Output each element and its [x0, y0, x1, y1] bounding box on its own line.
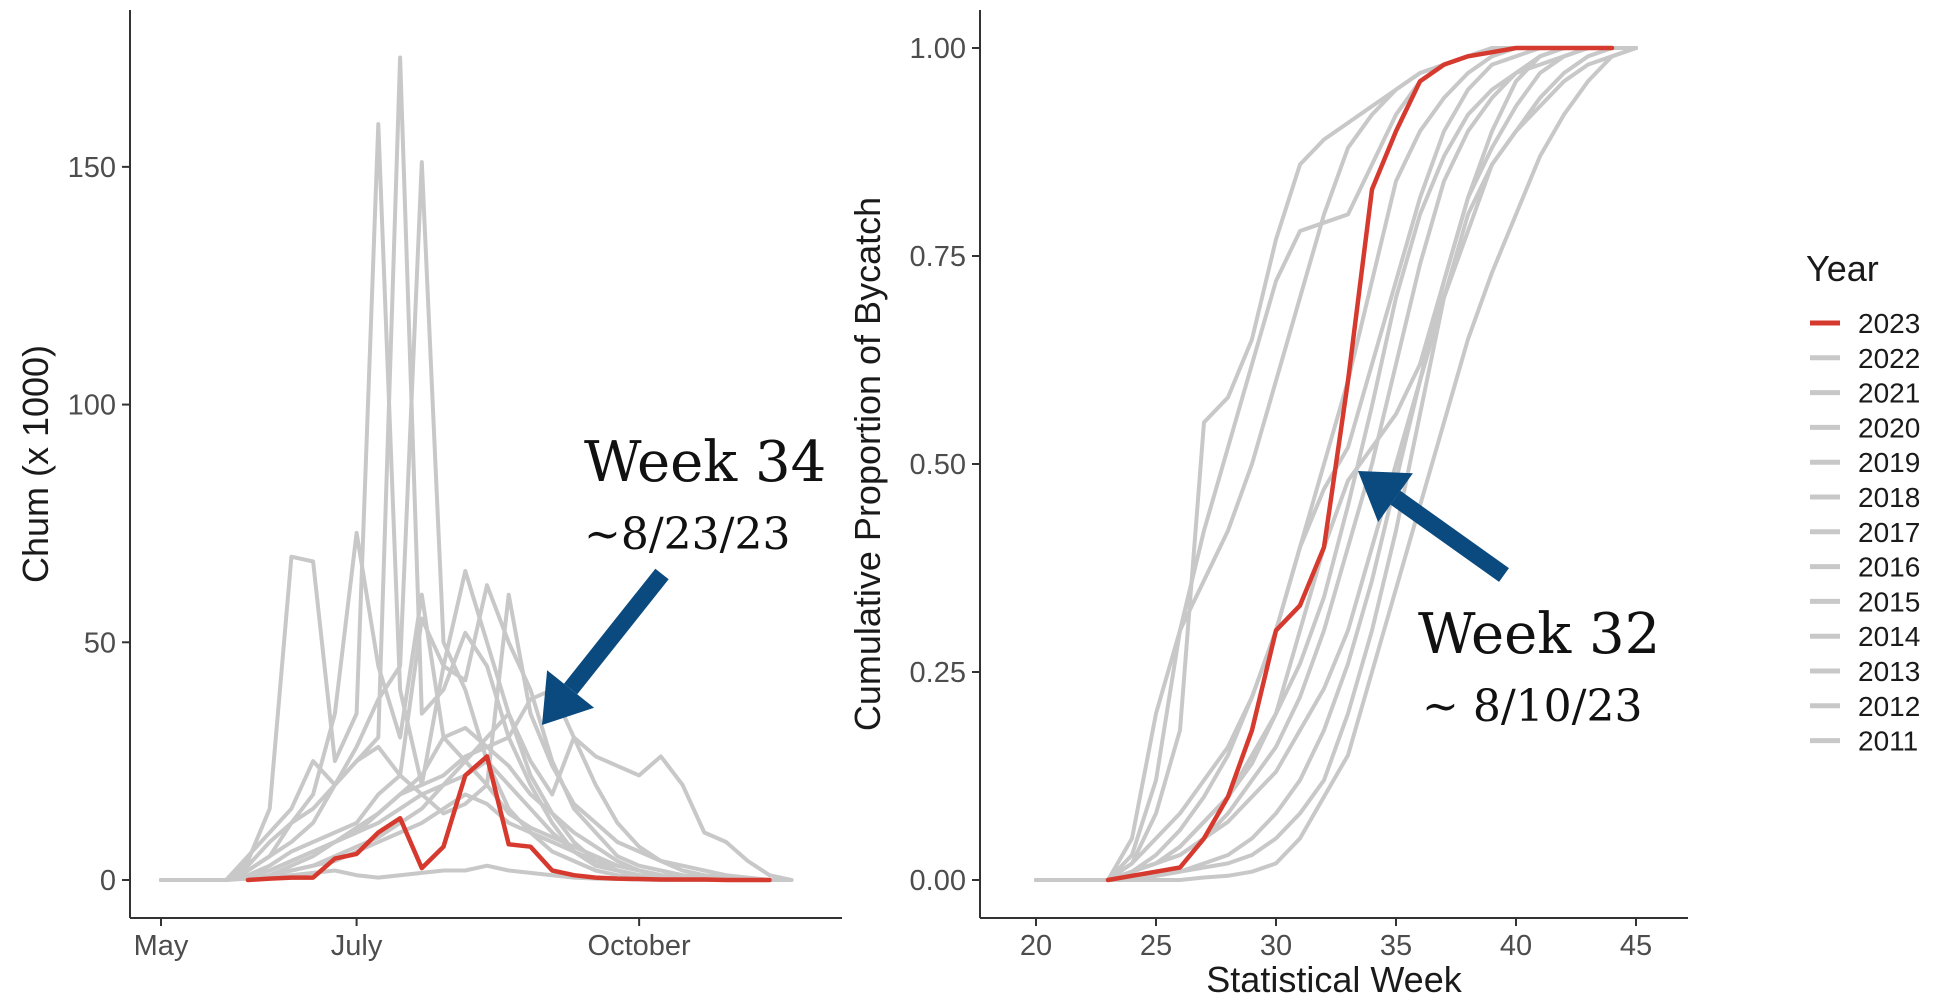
legend-label-2022: 2022: [1858, 343, 1920, 374]
annotation-date-8-10-23: ~ 8/10/23: [1422, 681, 1642, 732]
legend-label-2011: 2011: [1858, 726, 1918, 757]
series-line-2016: [159, 687, 794, 882]
weekly-chum-panel: 0 50 100 150 May July October Chum (x 1000): [15, 10, 842, 962]
y-axis-title: Chum (x 1000): [15, 345, 56, 583]
arrow-week-34: [542, 568, 669, 725]
y-tick-label: 0.50: [910, 449, 966, 481]
y-tick-label: 0: [100, 865, 116, 897]
legend-label-2016: 2016: [1858, 552, 1920, 583]
y-tick-label: 0.75: [910, 241, 966, 273]
legend-label-2019: 2019: [1858, 447, 1920, 478]
x-axis-title: Statistical Week: [1206, 959, 1462, 996]
series-line-2017: [159, 583, 794, 882]
legend-label-2014: 2014: [1858, 621, 1920, 652]
legend-label-2017: 2017: [1858, 517, 1920, 548]
annotations: Week 34 ~8/23/23 Week 32 ~ 8/10/23: [542, 430, 1660, 732]
annotation-week-34: Week 34: [584, 430, 826, 495]
y-tick-label: 100: [68, 390, 116, 422]
annotation-date-8-23-23: ~8/23/23: [584, 509, 791, 560]
arrow-shaft: [1390, 490, 1509, 582]
x-tick-label: October: [588, 930, 691, 962]
x-tick-label: 20: [1020, 930, 1052, 962]
y-tick-label: 0.25: [910, 657, 966, 689]
x-tick-label: July: [331, 930, 383, 962]
annotation-week-32: Week 32: [1418, 602, 1660, 667]
series-line-2014: [1034, 46, 1638, 882]
series-line-2012: [1034, 46, 1638, 882]
x-tick-label: 45: [1620, 930, 1652, 962]
arrow-week-32: [1358, 471, 1509, 582]
series-group: [159, 55, 794, 883]
y-tick-label: 1.00: [910, 33, 966, 65]
y-tick-label: 0.00: [910, 865, 966, 897]
legend-label-2023: 2023: [1858, 308, 1920, 339]
series-line-2021: [159, 530, 794, 882]
legend-label-2012: 2012: [1858, 691, 1920, 722]
arrow-shaft: [563, 568, 669, 695]
x-tick-label: 35: [1380, 930, 1412, 962]
legend-label-2021: 2021: [1858, 378, 1920, 409]
legend-title: Year: [1806, 248, 1879, 289]
series-group: [1034, 45, 1638, 883]
y-tick-label: 50: [84, 627, 116, 659]
cumulative-proportion-panel: 0.00 0.25 0.50 0.75 1.00 20 25 30 35 40 45 Cumulati…: [847, 10, 1688, 996]
series-line-2023: [245, 754, 772, 883]
x-tick-label: 30: [1260, 930, 1292, 962]
series-line-2015: [1034, 46, 1638, 882]
y-axis-title: Cumulative Proportion of Bycatch: [847, 197, 888, 731]
legend-label-2018: 2018: [1858, 482, 1920, 513]
series-line-2011: [1034, 46, 1638, 882]
x-tick-label: 40: [1500, 930, 1532, 962]
x-tick-label: 25: [1140, 930, 1172, 962]
arrow-head: [1358, 471, 1413, 523]
y-tick-label: 150: [68, 152, 116, 184]
legend-label-2020: 2020: [1858, 412, 1920, 443]
x-tick-label: May: [134, 930, 189, 962]
arrow-head: [542, 670, 595, 725]
series-line-2023: [1105, 45, 1615, 883]
legend-label-2015: 2015: [1858, 586, 1920, 617]
legend-label-2013: 2013: [1858, 656, 1920, 687]
